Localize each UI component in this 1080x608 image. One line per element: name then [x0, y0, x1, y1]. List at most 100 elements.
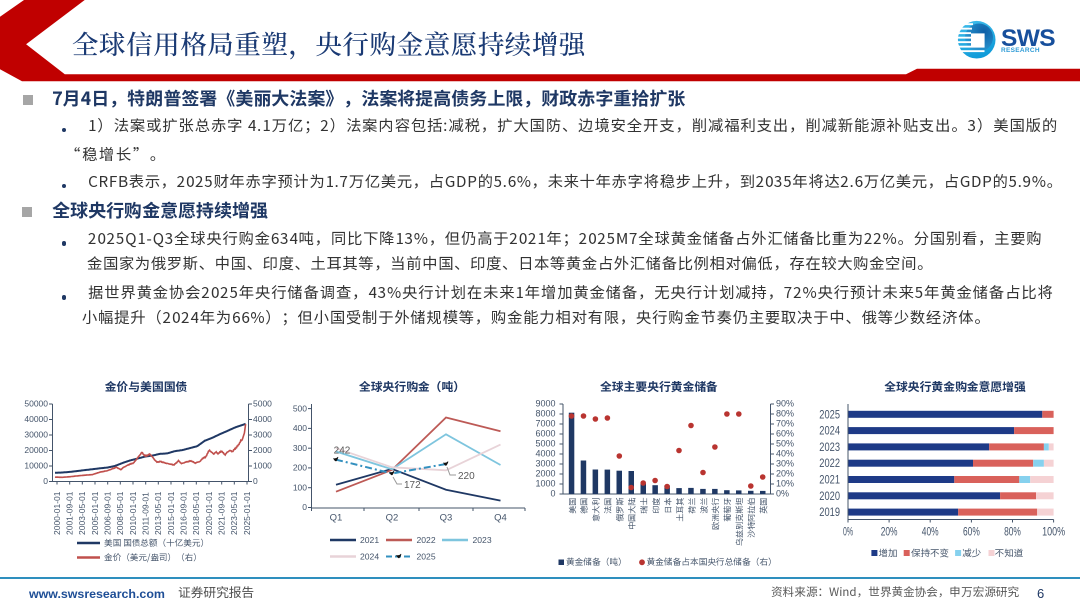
- svg-text:荷兰: 荷兰: [687, 498, 698, 514]
- svg-text:4000: 4000: [535, 449, 555, 459]
- svg-text:减少: 减少: [962, 546, 982, 560]
- svg-text:20%: 20%: [881, 527, 898, 539]
- svg-text:7000: 7000: [535, 419, 555, 429]
- svg-text:4000: 4000: [253, 414, 272, 424]
- svg-text:2023: 2023: [473, 535, 492, 545]
- svg-text:10000: 10000: [24, 461, 48, 471]
- svg-text:土耳其: 土耳其: [675, 497, 686, 522]
- svg-text:2021: 2021: [360, 535, 379, 545]
- svg-text:不知道: 不知道: [995, 546, 1024, 560]
- svg-text:美国: 美国: [567, 498, 578, 514]
- svg-text:2025-01-01: 2025-01-01: [242, 491, 252, 535]
- svg-text:全球央行购金（吨）: 全球央行购金（吨）: [359, 378, 465, 395]
- svg-text:2000: 2000: [253, 445, 272, 455]
- svg-text:3000: 3000: [535, 459, 555, 469]
- svg-text:400: 400: [293, 423, 307, 433]
- svg-text:242: 242: [334, 446, 351, 457]
- svg-text:10%: 10%: [776, 479, 794, 489]
- svg-text:法国: 法国: [603, 498, 614, 514]
- svg-text:2020-01-01: 2020-01-01: [204, 491, 214, 535]
- svg-text:2022: 2022: [819, 458, 840, 470]
- svg-text:5000: 5000: [535, 439, 555, 449]
- svg-text:2022: 2022: [417, 535, 436, 545]
- svg-text:俄罗斯: 俄罗斯: [615, 498, 626, 522]
- svg-text:100%: 100%: [1042, 527, 1065, 539]
- svg-text:20%: 20%: [776, 469, 794, 479]
- svg-text:沙特阿拉伯: 沙特阿拉伯: [747, 498, 758, 538]
- svg-text:Q4: Q4: [494, 513, 507, 524]
- svg-text:1000: 1000: [535, 479, 555, 489]
- svg-text:2011-09-01: 2011-09-01: [141, 492, 151, 535]
- svg-text:2005-01-01: 2005-01-01: [90, 491, 100, 535]
- svg-text:全球央行黄金购金意愿增强: 全球央行黄金购金意愿增强: [884, 378, 1026, 395]
- svg-text:全球主要央行黄金储备: 全球主要央行黄金储备: [600, 378, 718, 395]
- svg-text:2025: 2025: [819, 409, 840, 421]
- svg-text:0%: 0%: [776, 489, 789, 499]
- svg-text:70%: 70%: [776, 419, 794, 429]
- svg-text:2020: 2020: [819, 491, 840, 503]
- svg-text:60%: 60%: [963, 527, 980, 539]
- svg-text:9000: 9000: [535, 399, 555, 409]
- svg-text:90%: 90%: [776, 399, 794, 409]
- svg-text:80%: 80%: [776, 409, 794, 419]
- svg-text:300: 300: [293, 443, 307, 453]
- svg-text:黄金储备占本国央行总储备（右）: 黄金储备占本国央行总储备（右）: [647, 555, 777, 568]
- svg-text:印度: 印度: [651, 498, 662, 514]
- svg-text:Q2: Q2: [386, 513, 399, 524]
- svg-text:0: 0: [550, 489, 555, 499]
- svg-text:8000: 8000: [535, 409, 555, 419]
- svg-text:0: 0: [302, 502, 307, 512]
- svg-text:美国 国债总额（十亿美元）: 美国 国债总额（十亿美元）: [104, 537, 209, 549]
- svg-text:200: 200: [293, 463, 307, 473]
- svg-text:2003-05-01: 2003-05-01: [77, 491, 87, 535]
- svg-text:2001-09-01: 2001-09-01: [65, 491, 75, 535]
- svg-text:100: 100: [293, 482, 307, 492]
- svg-text:220: 220: [458, 471, 475, 482]
- svg-text:乌兹别克斯坦: 乌兹别克斯坦: [735, 498, 746, 547]
- svg-text:日本: 日本: [663, 497, 674, 514]
- svg-text:英国: 英国: [759, 498, 770, 514]
- svg-text:2018-05-01: 2018-05-01: [191, 491, 201, 535]
- svg-text:0: 0: [253, 476, 258, 486]
- svg-text:2021-09-01: 2021-09-01: [217, 491, 227, 535]
- svg-text:5000: 5000: [253, 399, 272, 409]
- svg-text:黄金储备（吨）: 黄金储备（吨）: [566, 555, 627, 568]
- svg-text:2021: 2021: [819, 475, 840, 487]
- svg-text:意大利: 意大利: [591, 498, 602, 522]
- svg-text:30000: 30000: [24, 430, 48, 440]
- svg-text:2023: 2023: [819, 442, 840, 454]
- svg-text:Q1: Q1: [330, 513, 343, 524]
- svg-text:德国: 德国: [579, 498, 590, 514]
- svg-text:2016-09-01: 2016-09-01: [179, 491, 189, 535]
- svg-text:葡萄牙: 葡萄牙: [723, 498, 734, 522]
- svg-text:瑞士: 瑞士: [639, 498, 650, 514]
- svg-text:50000: 50000: [24, 399, 48, 409]
- svg-text:20000: 20000: [24, 445, 48, 455]
- svg-text:波兰: 波兰: [699, 498, 710, 514]
- svg-text:40%: 40%: [776, 449, 794, 459]
- svg-text:50%: 50%: [776, 439, 794, 449]
- svg-text:金价（美元/盎司）（右）: 金价（美元/盎司）（右）: [104, 552, 202, 564]
- svg-text:60%: 60%: [776, 429, 794, 439]
- svg-text:欧洲央行: 欧洲央行: [711, 498, 722, 530]
- svg-text:2010-01-01: 2010-01-01: [128, 491, 138, 535]
- svg-text:6000: 6000: [535, 429, 555, 439]
- svg-text:40000: 40000: [24, 414, 48, 424]
- svg-text:80%: 80%: [1004, 527, 1021, 539]
- svg-text:30%: 30%: [776, 459, 794, 469]
- svg-text:2023-05-01: 2023-05-01: [229, 491, 239, 535]
- svg-text:2024: 2024: [819, 426, 840, 438]
- svg-text:中国大陆: 中国大陆: [627, 498, 638, 530]
- svg-text:2000-01-01: 2000-01-01: [52, 491, 62, 535]
- svg-text:金价与美国国债: 金价与美国国债: [105, 378, 188, 395]
- svg-text:保持不变: 保持不变: [910, 546, 950, 560]
- svg-text:0%: 0%: [843, 527, 853, 539]
- svg-text:0: 0: [43, 476, 48, 486]
- svg-text:2015-01-01: 2015-01-01: [166, 491, 176, 535]
- svg-text:1000: 1000: [253, 461, 272, 471]
- svg-text:2025: 2025: [417, 552, 436, 562]
- svg-text:2008-05-01: 2008-05-01: [115, 491, 125, 535]
- svg-text:500: 500: [293, 403, 307, 413]
- svg-text:2019: 2019: [819, 507, 840, 519]
- svg-text:2006-09-01: 2006-09-01: [103, 491, 113, 535]
